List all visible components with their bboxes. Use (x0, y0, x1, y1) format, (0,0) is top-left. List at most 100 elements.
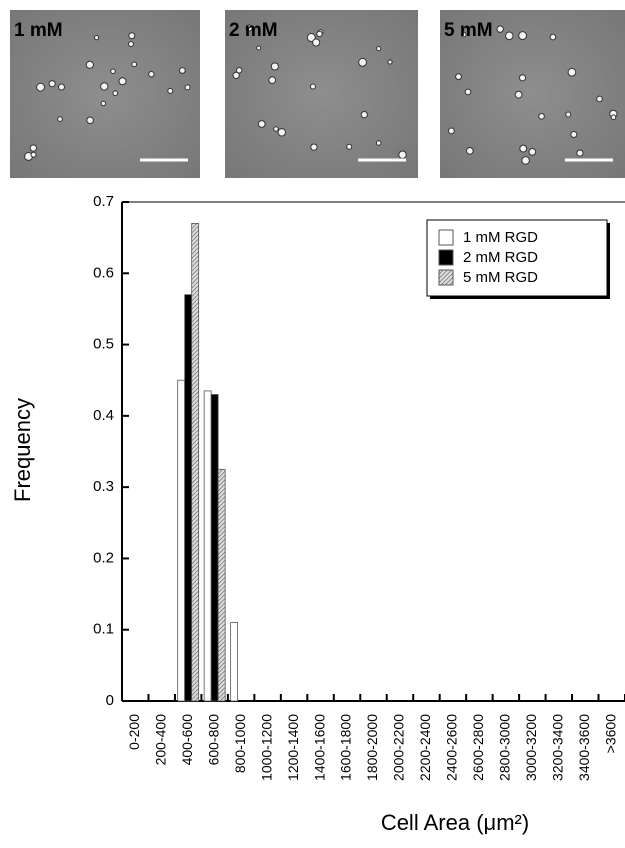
cell (518, 31, 528, 41)
y-tick-label: 0.2 (93, 549, 114, 566)
x-tick-label: 1400-1600 (311, 714, 327, 781)
panel-label: 1 mM (14, 20, 63, 41)
x-tick-label: 1000-1200 (258, 714, 274, 781)
cell (57, 116, 63, 122)
y-tick-label: 0.1 (93, 621, 114, 638)
bar (191, 222, 200, 702)
micrographs: 1 mM 2 mM 5 mM (10, 10, 625, 178)
y-tick-label: 0.3 (93, 478, 114, 495)
bar (184, 294, 193, 702)
bar (230, 622, 239, 702)
cell (118, 77, 127, 86)
cell (270, 62, 279, 71)
cell (505, 31, 514, 41)
cell (257, 120, 266, 128)
x-tick-label: 2600-2800 (470, 714, 486, 781)
micrograph (225, 10, 418, 178)
x-axis-title: Cell Area (μm²) (381, 810, 529, 835)
x-tick-label: 1200-1400 (285, 714, 301, 781)
cell (549, 33, 557, 41)
cell (398, 150, 407, 159)
x-tick-label: 1800-2000 (364, 714, 380, 781)
cell (455, 73, 462, 81)
x-tick-label: 600-800 (205, 714, 221, 766)
cell (310, 143, 318, 151)
x-tick-label: 1600-1800 (338, 714, 354, 781)
y-tick-label: 0 (106, 692, 114, 709)
legend-swatch (438, 229, 454, 246)
cell (570, 131, 578, 139)
cell (460, 31, 467, 38)
cell (312, 38, 321, 47)
cell (128, 41, 134, 47)
cell (148, 71, 155, 78)
cell (376, 46, 382, 52)
x-tick-label: 800-1000 (232, 714, 248, 773)
cell (316, 30, 323, 38)
panel-label: 5 mM (444, 20, 493, 41)
legend-label: 5 mM RGD (463, 269, 538, 286)
cell (268, 76, 277, 84)
cell (100, 100, 107, 107)
cell (30, 151, 37, 158)
cell (256, 45, 262, 51)
x-tick-label: 200-400 (152, 714, 168, 766)
cell (29, 144, 38, 152)
cell (36, 82, 45, 92)
y-tick-label: 0.6 (93, 264, 114, 281)
cell (232, 71, 240, 80)
x-tick-label: 2400-2600 (444, 714, 460, 781)
x-tick-label: 2200-2400 (417, 714, 433, 781)
legend-label: 2 mM RGD (463, 249, 538, 266)
cell (100, 82, 109, 91)
legend-swatch (438, 269, 454, 286)
cell (131, 61, 138, 68)
y-tick-label: 0.4 (93, 407, 114, 424)
cell (235, 67, 243, 74)
bar (203, 390, 212, 702)
cell (167, 87, 174, 94)
legend-box (426, 219, 608, 297)
cell (538, 113, 545, 120)
legend-swatch (438, 249, 454, 266)
cell (306, 33, 316, 43)
cell (521, 156, 530, 165)
y-tick-label: 0.7 (93, 193, 114, 210)
x-tick-label: 3400-3600 (576, 714, 592, 781)
cell (273, 126, 279, 132)
cell (466, 147, 474, 155)
x-tick-label: >3600 (602, 714, 618, 754)
cell (277, 128, 286, 137)
cell (48, 80, 56, 88)
x-tick-label: 3000-3200 (523, 714, 539, 781)
cell (184, 84, 191, 91)
cell (346, 143, 353, 150)
cell (358, 57, 367, 67)
cell (86, 116, 94, 125)
cell (112, 90, 119, 97)
cell (57, 83, 65, 91)
cell (576, 149, 584, 157)
cell (179, 67, 186, 74)
cell (85, 60, 94, 69)
y-axis-title: Frequency (10, 398, 35, 502)
x-tick-label: 2000-2200 (391, 714, 407, 781)
cell (567, 67, 577, 77)
bar (210, 394, 219, 702)
bar (217, 468, 226, 702)
cell (496, 25, 504, 33)
cell (565, 111, 572, 118)
cell (128, 32, 136, 40)
micrograph (10, 10, 200, 178)
x-tick-label: 0-200 (126, 714, 142, 750)
x-tick-label: 3200-3400 (550, 714, 566, 781)
cell (519, 144, 528, 153)
cell (528, 148, 537, 156)
cell (387, 59, 393, 65)
cell (110, 68, 116, 75)
cell (447, 127, 455, 135)
cell (464, 88, 472, 96)
y-tick-label: 0.5 (93, 336, 114, 353)
cell (309, 83, 317, 90)
